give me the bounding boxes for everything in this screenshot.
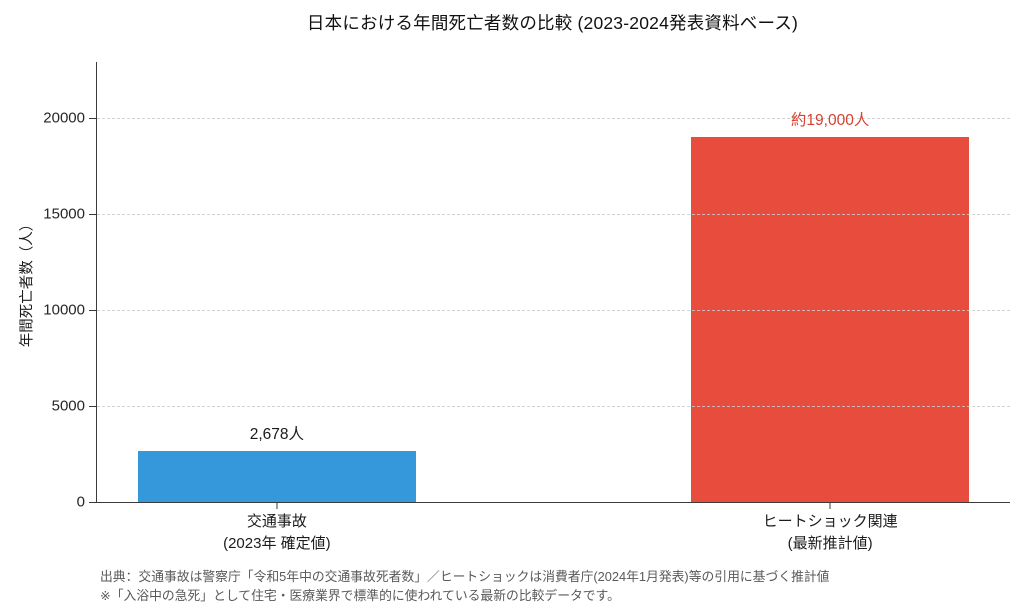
plot-area: 0 5000 10000 15000 20000 2,678人 交通事故 (2023年 確定値… bbox=[43, 62, 1010, 552]
y-axis-label-text: 年間死亡者数（人） bbox=[19, 216, 36, 348]
x-tick-mark bbox=[829, 502, 831, 509]
y-tick-mark bbox=[89, 213, 97, 215]
gridline-y-20000 bbox=[97, 117, 1010, 119]
bar-heat-shock bbox=[691, 136, 970, 502]
x-tick-mark bbox=[276, 502, 278, 509]
x-category-label: 交通事故 bbox=[246, 513, 307, 530]
y-tick-label: 0 bbox=[76, 493, 85, 511]
y-tick-label: 5000 bbox=[51, 397, 85, 415]
x-category-sublabel: (2023年 確定値) bbox=[223, 534, 331, 552]
gridline-y-15000 bbox=[97, 213, 1010, 215]
bar-value-label: 約19,000人 bbox=[790, 111, 870, 129]
gridline-y-10000 bbox=[97, 309, 1010, 311]
y-tick-label: 15000 bbox=[43, 205, 85, 223]
y-tick-mark bbox=[89, 502, 97, 503]
y-tick-label: 20000 bbox=[43, 109, 85, 127]
x-tick-label: ヒートショック関連 (最新推計値) bbox=[763, 511, 898, 555]
x-tick-label: 交通事故 (2023年 確定値) bbox=[223, 511, 331, 555]
x-category-label: ヒートショック関連 bbox=[762, 513, 898, 530]
x-category-sublabel: (最新推計値) bbox=[787, 534, 873, 552]
gridline-y-5000 bbox=[97, 405, 1010, 407]
y-tick-mark bbox=[89, 117, 97, 119]
footnote: 出典：交通事故は警察庁「令和5年中の交通事故死者数」／ヒートショックは消費者庁(… bbox=[100, 567, 980, 606]
chart-title: 日本における年間死亡者数の比較 (2023-2024発表資料ベース) bbox=[306, 13, 799, 33]
bar-value-label: 2,678人 bbox=[249, 425, 305, 443]
bar-traffic-accidents bbox=[137, 450, 416, 502]
footnote-source-line: 出典：交通事故は警察庁「令和5年中の交通事故死者数」／ヒートショックは消費者庁(… bbox=[100, 569, 830, 584]
y-tick-mark bbox=[89, 309, 97, 311]
footnote-note-line: ※「入浴中の急死」として住宅・医療業界で標準的に使われている最新の比較データです… bbox=[100, 588, 620, 604]
y-tick-label: 10000 bbox=[43, 301, 85, 319]
y-tick-mark bbox=[89, 405, 97, 407]
